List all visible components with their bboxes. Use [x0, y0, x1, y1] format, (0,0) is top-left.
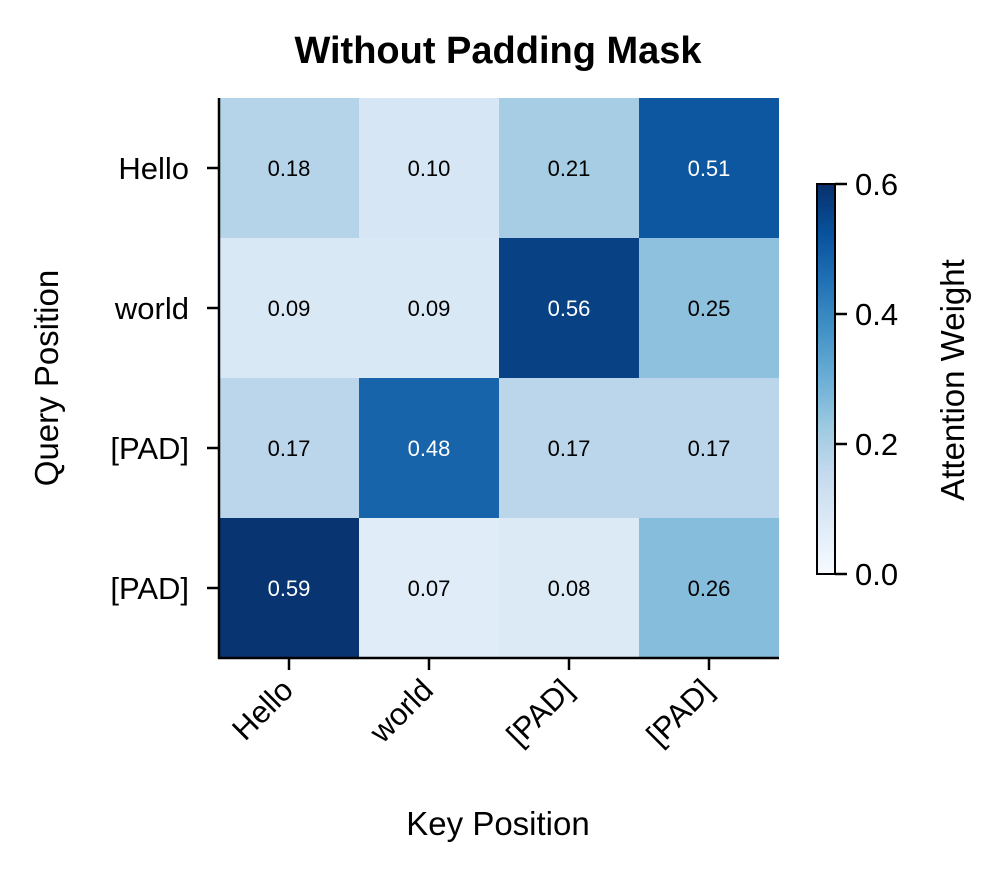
cell-value-label: 0.08: [548, 576, 591, 601]
cell-value-label: 0.09: [408, 296, 451, 321]
x-tick-label: [PAD]: [500, 672, 580, 752]
cell-value-label: 0.26: [688, 576, 731, 601]
x-tick-label: world: [362, 672, 440, 750]
y-tick-label: [PAD]: [110, 571, 189, 606]
heatmap-cells: [219, 98, 779, 658]
heatmap-cell: [219, 378, 359, 518]
heatmap-cell: [219, 238, 359, 378]
heatmap-cell: [499, 518, 639, 658]
cell-value-label: 0.17: [548, 436, 591, 461]
heatmap-cell: [219, 98, 359, 238]
chart-title: Without Padding Mask: [294, 30, 702, 72]
x-axis-ticks: Hello world [PAD] [PAD]: [225, 658, 720, 753]
heatmap-cell: [219, 518, 359, 658]
colorbar-tick-label: 0.6: [855, 167, 898, 202]
colorbar-tick-label: 0.0: [855, 557, 898, 592]
cell-value-labels: 0.18 0.10 0.21 0.51 0.09 0.09 0.56 0.25 0.17 0.48…: [268, 156, 731, 601]
cell-value-label: 0.51: [688, 156, 731, 181]
cell-value-label: 0.59: [268, 576, 311, 601]
cell-value-label: 0.09: [268, 296, 311, 321]
y-axis-ticks: Hello world [PAD] [PAD]: [110, 151, 219, 606]
y-axis-label: Query Position: [28, 270, 65, 486]
heatmap-cell: [499, 98, 639, 238]
heatmap-cell: [639, 378, 779, 518]
colorbar-tick-label: 0.4: [855, 297, 898, 332]
heatmap-cell: [359, 518, 499, 658]
colorbar-label: Attention Weight: [934, 259, 971, 501]
axes: [217, 98, 779, 660]
heatmap-cell: [499, 238, 639, 378]
heatmap-cell: [359, 238, 499, 378]
cell-value-label: 0.07: [408, 576, 451, 601]
heatmap-cell: [359, 378, 499, 518]
heatmap-cell: [639, 518, 779, 658]
y-tick-label: [PAD]: [110, 431, 189, 466]
heatmap-cell: [639, 238, 779, 378]
colorbar-ticks: 0.0 0.2 0.4 0.6: [835, 167, 898, 592]
cell-value-label: 0.10: [408, 156, 451, 181]
cell-value-label: 0.25: [688, 296, 731, 321]
heatmap-cell: [359, 98, 499, 238]
y-tick-label: Hello: [118, 151, 189, 186]
colorbar-tick-label: 0.2: [855, 427, 898, 462]
cell-value-label: 0.48: [408, 436, 451, 461]
cell-value-label: 0.18: [268, 156, 311, 181]
cell-value-label: 0.21: [548, 156, 591, 181]
colorbar: 0.0 0.2 0.4 0.6 Attention Weight: [816, 167, 971, 592]
cell-value-label: 0.56: [548, 296, 591, 321]
x-tick-label: [PAD]: [640, 672, 720, 752]
heatmap-cell: [639, 98, 779, 238]
y-tick-label: world: [114, 291, 189, 326]
colorbar-gradient: [816, 183, 836, 575]
cell-value-label: 0.17: [688, 436, 731, 461]
x-axis-label: Key Position: [406, 805, 589, 842]
x-tick-label: Hello: [225, 672, 300, 747]
cell-value-label: 0.17: [268, 436, 311, 461]
heatmap-cell: [499, 378, 639, 518]
